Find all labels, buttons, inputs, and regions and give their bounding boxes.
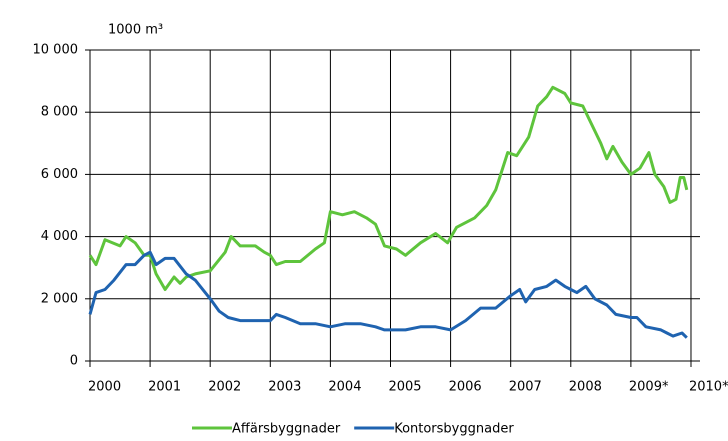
x-tick-label: 2003: [268, 380, 301, 395]
x-tick-label: 2002: [208, 380, 241, 395]
x-tick-label: 2009*: [629, 380, 669, 395]
x-tick-label: 2005: [388, 380, 421, 395]
x-tick-label: 2008: [569, 380, 602, 395]
y-tick-label: 6 000: [41, 167, 78, 182]
legend-label: Affärsbyggnader: [232, 422, 341, 437]
y-tick-label: 8 000: [41, 105, 78, 120]
y-tick-label: 0: [70, 354, 78, 369]
legend-label: Kontorsbyggnader: [394, 422, 514, 437]
series-line: [88, 85, 689, 291]
x-tick-label: 2007: [509, 380, 542, 395]
x-tick-label: 2004: [328, 380, 361, 395]
series-line: [88, 250, 688, 339]
y-tick-label: 4 000: [41, 229, 78, 244]
y-tick-label: 10 000: [33, 43, 79, 58]
x-tick-label: 2006: [449, 380, 482, 395]
unit-label: 1000 m³: [108, 23, 163, 38]
x-tick-label: 2001: [148, 380, 181, 395]
x-tick-label: 2010*: [689, 380, 728, 395]
x-tick-label: 2000: [88, 380, 121, 395]
y-tick-label: 2 000: [41, 291, 78, 306]
